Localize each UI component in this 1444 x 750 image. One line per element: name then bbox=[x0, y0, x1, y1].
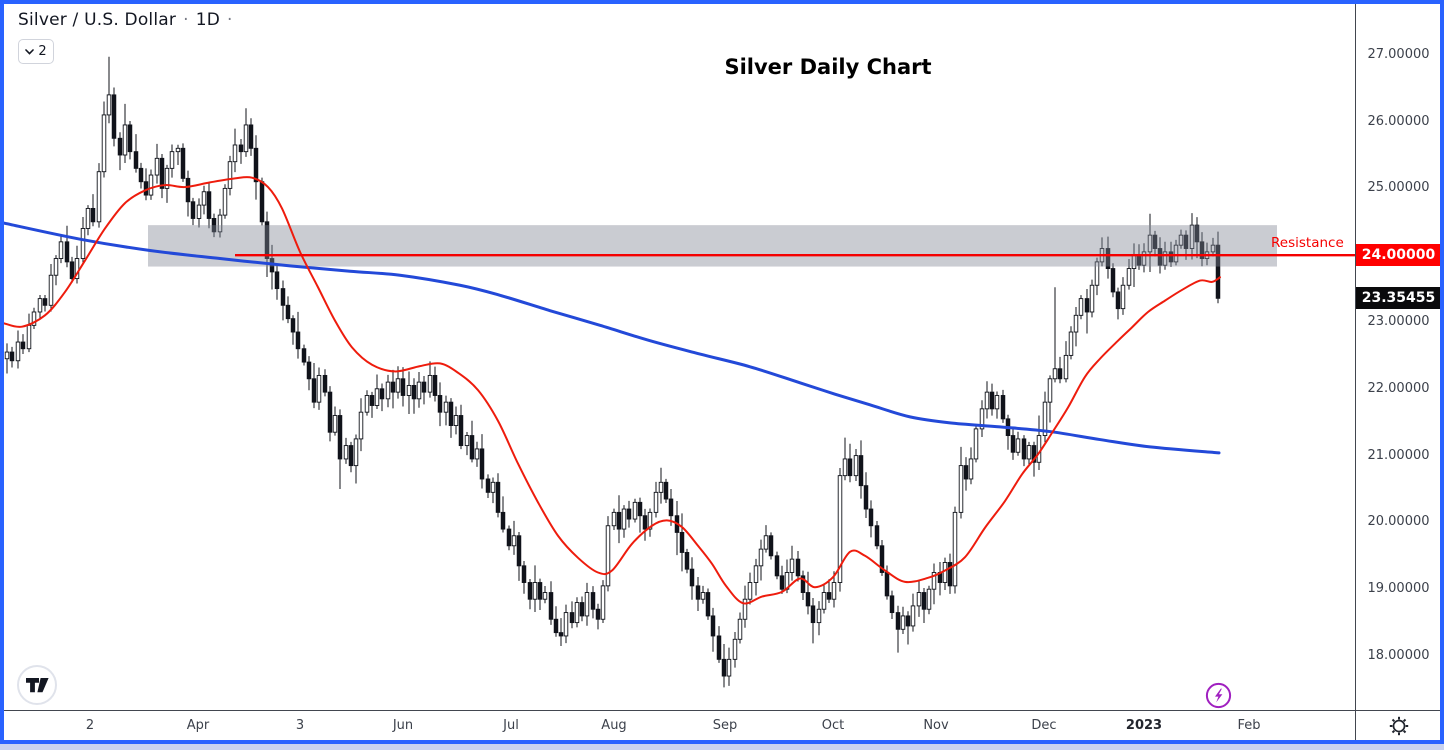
candlestick-plot[interactable] bbox=[4, 4, 1355, 710]
price-tick-label: 23.00000 bbox=[1367, 314, 1430, 329]
time-tick-label: Feb bbox=[1237, 718, 1261, 733]
resistance-label[interactable]: Resistance bbox=[1271, 235, 1344, 251]
price-tick-label: 18.00000 bbox=[1367, 648, 1430, 663]
time-tick-label: Dec bbox=[1031, 718, 1057, 733]
time-tick-label: Jul bbox=[503, 718, 519, 733]
chevron-down-icon bbox=[25, 48, 35, 55]
symbol-title[interactable]: Silver / U.S. Dollar · 1D · bbox=[18, 10, 240, 30]
time-tick-label: Aug bbox=[601, 718, 627, 733]
chart-title: Silver Daily Chart bbox=[724, 55, 932, 79]
flash-order-button[interactable] bbox=[1205, 682, 1232, 709]
gear-icon bbox=[1389, 716, 1408, 736]
resistance-zone bbox=[148, 225, 1277, 267]
legend-collapse-button[interactable]: 2 bbox=[18, 39, 54, 64]
time-tick-label: 3 bbox=[295, 718, 305, 733]
time-tick-label: 2023 bbox=[1125, 718, 1163, 733]
price-tick-label: 20.00000 bbox=[1367, 514, 1430, 530]
page-background-strip bbox=[0, 744, 1444, 750]
price-tick-label: 25.00000 bbox=[1367, 180, 1430, 196]
tradingview-mark-icon bbox=[25, 677, 49, 692]
time-tick-label: Nov bbox=[923, 718, 949, 733]
time-tick-label: Apr bbox=[186, 718, 210, 733]
time-tick-label: 2 bbox=[85, 718, 95, 733]
candles bbox=[4, 56, 1221, 688]
price-tick-label: 26.00000 bbox=[1367, 113, 1430, 129]
price-tick-label: 21.00000 bbox=[1367, 447, 1430, 463]
resistance-price-badge: 24.00000 bbox=[1356, 244, 1440, 267]
tradingview-logo[interactable] bbox=[17, 665, 57, 705]
axis-settings-button[interactable] bbox=[1355, 710, 1440, 740]
legend-indicator-count: 2 bbox=[38, 44, 47, 59]
price-tick-label: 27.00000 bbox=[1367, 46, 1430, 62]
time-tick-label: Sep bbox=[712, 718, 738, 733]
slow-ma-blue[interactable] bbox=[4, 221, 1221, 455]
fast-ma-red[interactable] bbox=[4, 176, 1221, 605]
time-tick-label: Jun bbox=[392, 718, 414, 733]
time-tick-label: Oct bbox=[821, 718, 845, 733]
price-axis[interactable]: 24.00000 23.35455 27.00000 26.00000 25.000… bbox=[1355, 4, 1440, 710]
title-separator: · bbox=[183, 10, 189, 30]
interval-label[interactable]: 1D bbox=[195, 10, 220, 30]
time-axis[interactable]: 2 Apr 3 Jun Jul Aug Sep Oct Nov Dec 2023 Feb bbox=[4, 710, 1355, 740]
price-tick-label: 22.00000 bbox=[1367, 380, 1430, 396]
symbol-name[interactable]: Silver / U.S. Dollar bbox=[18, 10, 177, 30]
title-separator-2: · bbox=[227, 10, 233, 30]
price-tick-label: 19.00000 bbox=[1367, 581, 1430, 597]
lightning-icon bbox=[1205, 682, 1232, 709]
last-price-badge: 23.35455 bbox=[1356, 287, 1440, 310]
